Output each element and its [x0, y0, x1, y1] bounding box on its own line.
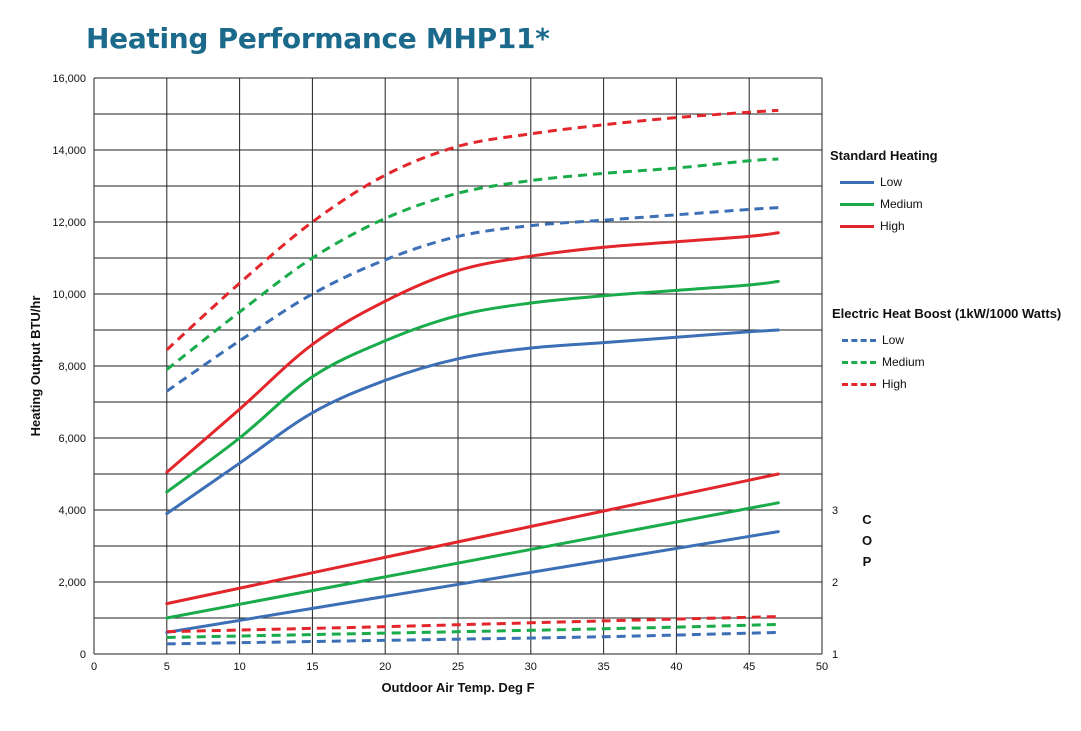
standard-high-cop-line	[165, 472, 780, 606]
y-tick-label: 14,000	[52, 145, 86, 157]
chart-title: Heating Performance MHP11*	[86, 22, 550, 55]
boost-low-btu-line	[165, 206, 779, 393]
standard-high-btu-line	[165, 231, 780, 474]
x-tick-label: 40	[670, 661, 682, 673]
standard-medium-cop-line	[165, 501, 780, 620]
cop-tick-label: 2	[832, 577, 838, 589]
x-tick-label: 5	[164, 661, 170, 673]
x-tick-label: 10	[233, 661, 245, 673]
cop-label-letter: C	[862, 512, 872, 527]
legend-title: Electric Heat Boost (1kW/1000 Watts)	[832, 306, 1062, 321]
legend-item-low: Low	[830, 171, 938, 193]
cop-label-letter: O	[862, 533, 872, 548]
legend-swatch	[842, 360, 876, 364]
grid-lines	[93, 77, 823, 655]
legend-item-medium: Medium	[830, 193, 938, 215]
x-axis-label: Outdoor Air Temp. Deg F	[381, 680, 534, 695]
legend-electric-heat-boost: Electric Heat Boost (1kW/1000 Watts) Low M…	[832, 306, 1061, 395]
legend-swatch	[840, 202, 874, 206]
legend-swatch	[840, 224, 874, 228]
x-tick-label: 30	[525, 661, 537, 673]
legend-label: High	[880, 219, 905, 233]
legend-item-medium: Medium	[832, 351, 1061, 373]
cop-axis-label: COP	[862, 512, 872, 569]
legend-label: High	[882, 377, 907, 391]
y-axis-label: Heating Output BTU/hr	[28, 296, 43, 437]
boost-medium-cop-line	[166, 622, 779, 639]
y-tick-label: 12,000	[52, 217, 86, 229]
x-tick-label: 25	[452, 661, 464, 673]
x-tick-label: 20	[379, 661, 391, 673]
legend-item-low: Low	[832, 329, 1061, 351]
legend-standard-heating: Standard Heating Low Medium High	[830, 148, 938, 237]
y-tick-label: 2,000	[58, 577, 86, 589]
x-tick-label: 50	[816, 661, 828, 673]
boost-high-btu-line	[165, 108, 779, 351]
legend-label: Medium	[880, 197, 923, 211]
y-tick-label: 0	[80, 649, 86, 661]
y-tick-label: 16,000	[52, 73, 86, 85]
x-tick-label: 15	[306, 661, 318, 673]
cop-label-letter: P	[863, 554, 872, 569]
x-tick-label: 35	[597, 661, 609, 673]
x-tick-label: 45	[743, 661, 755, 673]
cop-tick-label: 3	[832, 505, 838, 517]
y-tick-label: 6,000	[58, 433, 86, 445]
standard-low-cop-line	[165, 530, 780, 634]
legend-label: Low	[882, 333, 905, 347]
legend-swatch	[842, 338, 876, 342]
y-tick-label: 10,000	[52, 289, 86, 301]
legend-label: Low	[880, 175, 903, 189]
tick-labels: 0 2,000 4,000 6,000 8,000 10,000 12,000 14,000 1…	[52, 73, 838, 673]
legend-swatch	[842, 382, 876, 386]
boost-high-cop-line	[166, 615, 779, 634]
standard-low-btu-line	[165, 328, 780, 516]
legend-swatch	[840, 180, 874, 184]
legend-item-high: High	[830, 215, 938, 237]
boost-medium-btu-line	[165, 157, 779, 371]
x-tick-label: 0	[91, 661, 97, 673]
legend-label: Medium	[882, 355, 925, 369]
y-tick-label: 4,000	[58, 505, 86, 517]
boost-low-cop-line	[166, 630, 779, 646]
y-tick-label: 8,000	[58, 361, 86, 373]
legend-title: Standard Heating	[830, 148, 938, 163]
cop-tick-label: 1	[832, 649, 838, 661]
legend-item-high: High	[832, 373, 1061, 395]
standard-medium-btu-line	[165, 279, 780, 494]
series-lines	[165, 108, 780, 646]
